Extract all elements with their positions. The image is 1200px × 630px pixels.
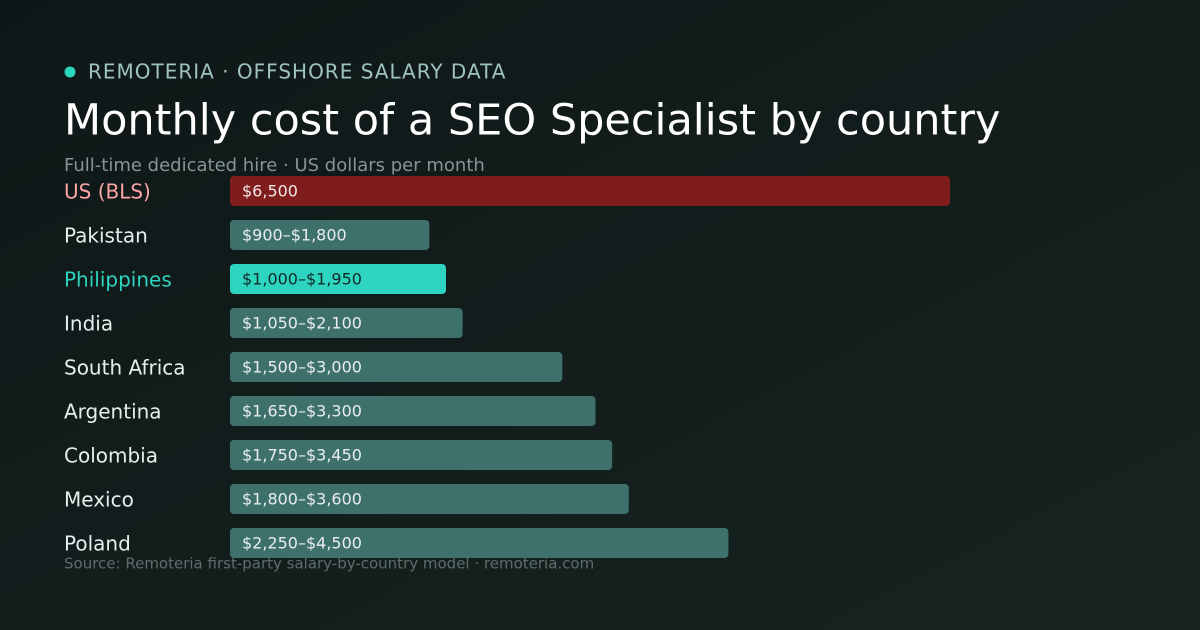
bar xyxy=(230,528,729,558)
bar xyxy=(230,308,463,338)
value-label: $2,250–$4,500 xyxy=(242,534,362,553)
bar xyxy=(230,484,629,514)
category-label: Philippines xyxy=(64,268,172,292)
category-label: US (BLS) xyxy=(64,180,151,204)
value-label: $1,800–$3,600 xyxy=(242,490,362,509)
value-label: $1,500–$3,000 xyxy=(242,358,362,377)
bar xyxy=(230,352,563,382)
kicker-dot xyxy=(64,66,76,78)
category-label: Pakistan xyxy=(64,224,148,248)
bar xyxy=(230,220,430,250)
bar xyxy=(230,176,950,206)
category-label: South Africa xyxy=(64,356,186,380)
category-label: Poland xyxy=(64,532,131,556)
value-label: $900–$1,800 xyxy=(242,226,347,245)
value-label: $1,750–$3,450 xyxy=(242,446,362,465)
kicker: REMOTERIA · OFFSHORE SALARY DATA xyxy=(88,60,506,84)
bar xyxy=(230,264,446,294)
category-label: India xyxy=(64,312,113,336)
category-label: Argentina xyxy=(64,400,162,424)
chart-subtitle: Full-time dedicated hire · US dollars pe… xyxy=(64,155,485,176)
chart-title: Monthly cost of a SEO Specialist by coun… xyxy=(64,96,1001,146)
value-label: $1,050–$2,100 xyxy=(242,314,362,333)
value-label: $1,650–$3,300 xyxy=(242,402,362,421)
value-label: $1,000–$1,950 xyxy=(242,270,362,289)
category-label: Mexico xyxy=(64,488,134,512)
category-label: Colombia xyxy=(64,444,158,468)
value-label: $6,500 xyxy=(242,182,298,201)
source: Source: Remoteria first-party salary-by-… xyxy=(64,555,594,573)
bar xyxy=(230,440,613,470)
bar xyxy=(230,396,596,426)
